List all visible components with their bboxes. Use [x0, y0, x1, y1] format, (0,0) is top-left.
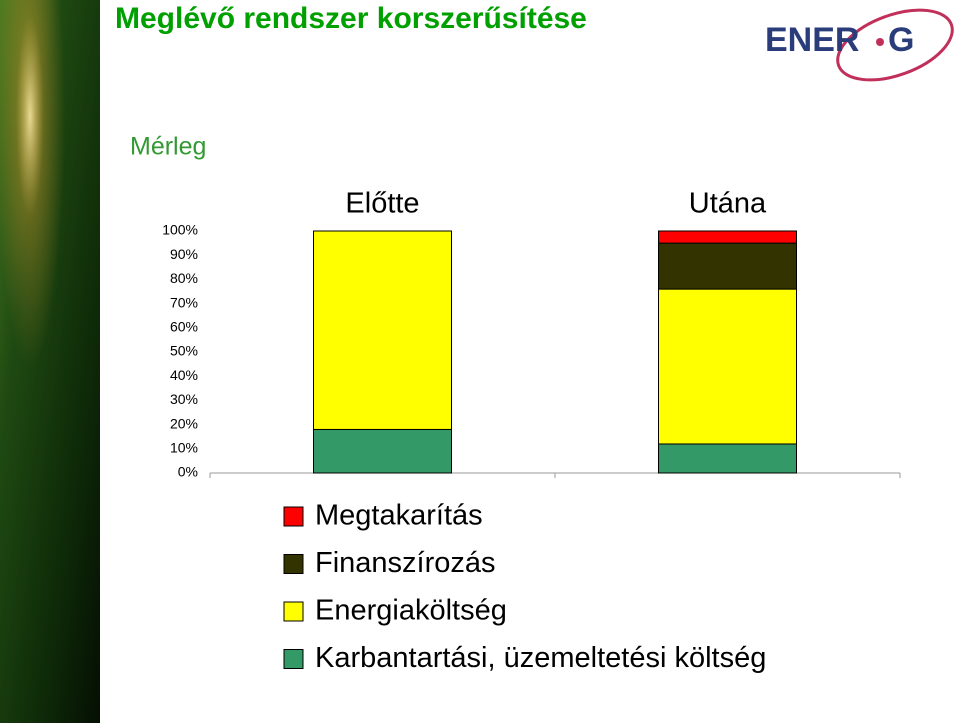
legend-label: Energiaköltség: [315, 595, 507, 627]
logo-dot: [876, 38, 884, 46]
legend-swatch: [283, 601, 304, 622]
title: Meglévő rendszer korszerűsítése: [115, 2, 587, 35]
y-tick-label: 100%: [162, 222, 198, 238]
legend-label: Megtakarítás: [315, 500, 483, 532]
category-label: Utána: [689, 188, 767, 220]
y-tick-label: 80%: [170, 270, 198, 286]
y-tick-label: 30%: [170, 391, 198, 407]
sun-glow: [0, 0, 100, 723]
y-tick-label: 10%: [170, 440, 198, 456]
y-tick-label: 50%: [170, 343, 198, 359]
y-tick-label: 70%: [170, 294, 198, 310]
bar-segment: [313, 428, 452, 474]
legend-swatch: [283, 554, 304, 574]
y-tick-label: 20%: [170, 415, 198, 431]
logo-swoosh: [836, 8, 954, 82]
legend-label: Karbantartási, üzemeltetési költség: [315, 642, 766, 674]
logo-text: G: [888, 21, 914, 59]
y-tick-label: 0%: [178, 464, 198, 480]
y-tick-label: 40%: [170, 367, 198, 383]
category-label: Előtte: [345, 188, 419, 220]
logo: ENER G: [765, 8, 954, 82]
subtitle: Mérleg: [130, 133, 206, 161]
bar-segment: [313, 230, 452, 430]
chart: 0% 10% 20% 30% 40% 50% 60% 70% 80% 90% 100% Előtte U…: [162, 188, 901, 674]
bar-segment: [658, 230, 797, 244]
legend-label: Finanszírozás: [315, 547, 496, 579]
legend-swatch: [283, 506, 304, 527]
logo-text: ENER: [765, 21, 859, 59]
bar-segment: [658, 443, 797, 474]
bar-segment: [658, 242, 797, 290]
legend-swatch: [283, 649, 304, 669]
y-tick-label: 90%: [170, 246, 198, 262]
bar-segment: [658, 288, 797, 445]
y-tick-label: 60%: [170, 319, 198, 335]
